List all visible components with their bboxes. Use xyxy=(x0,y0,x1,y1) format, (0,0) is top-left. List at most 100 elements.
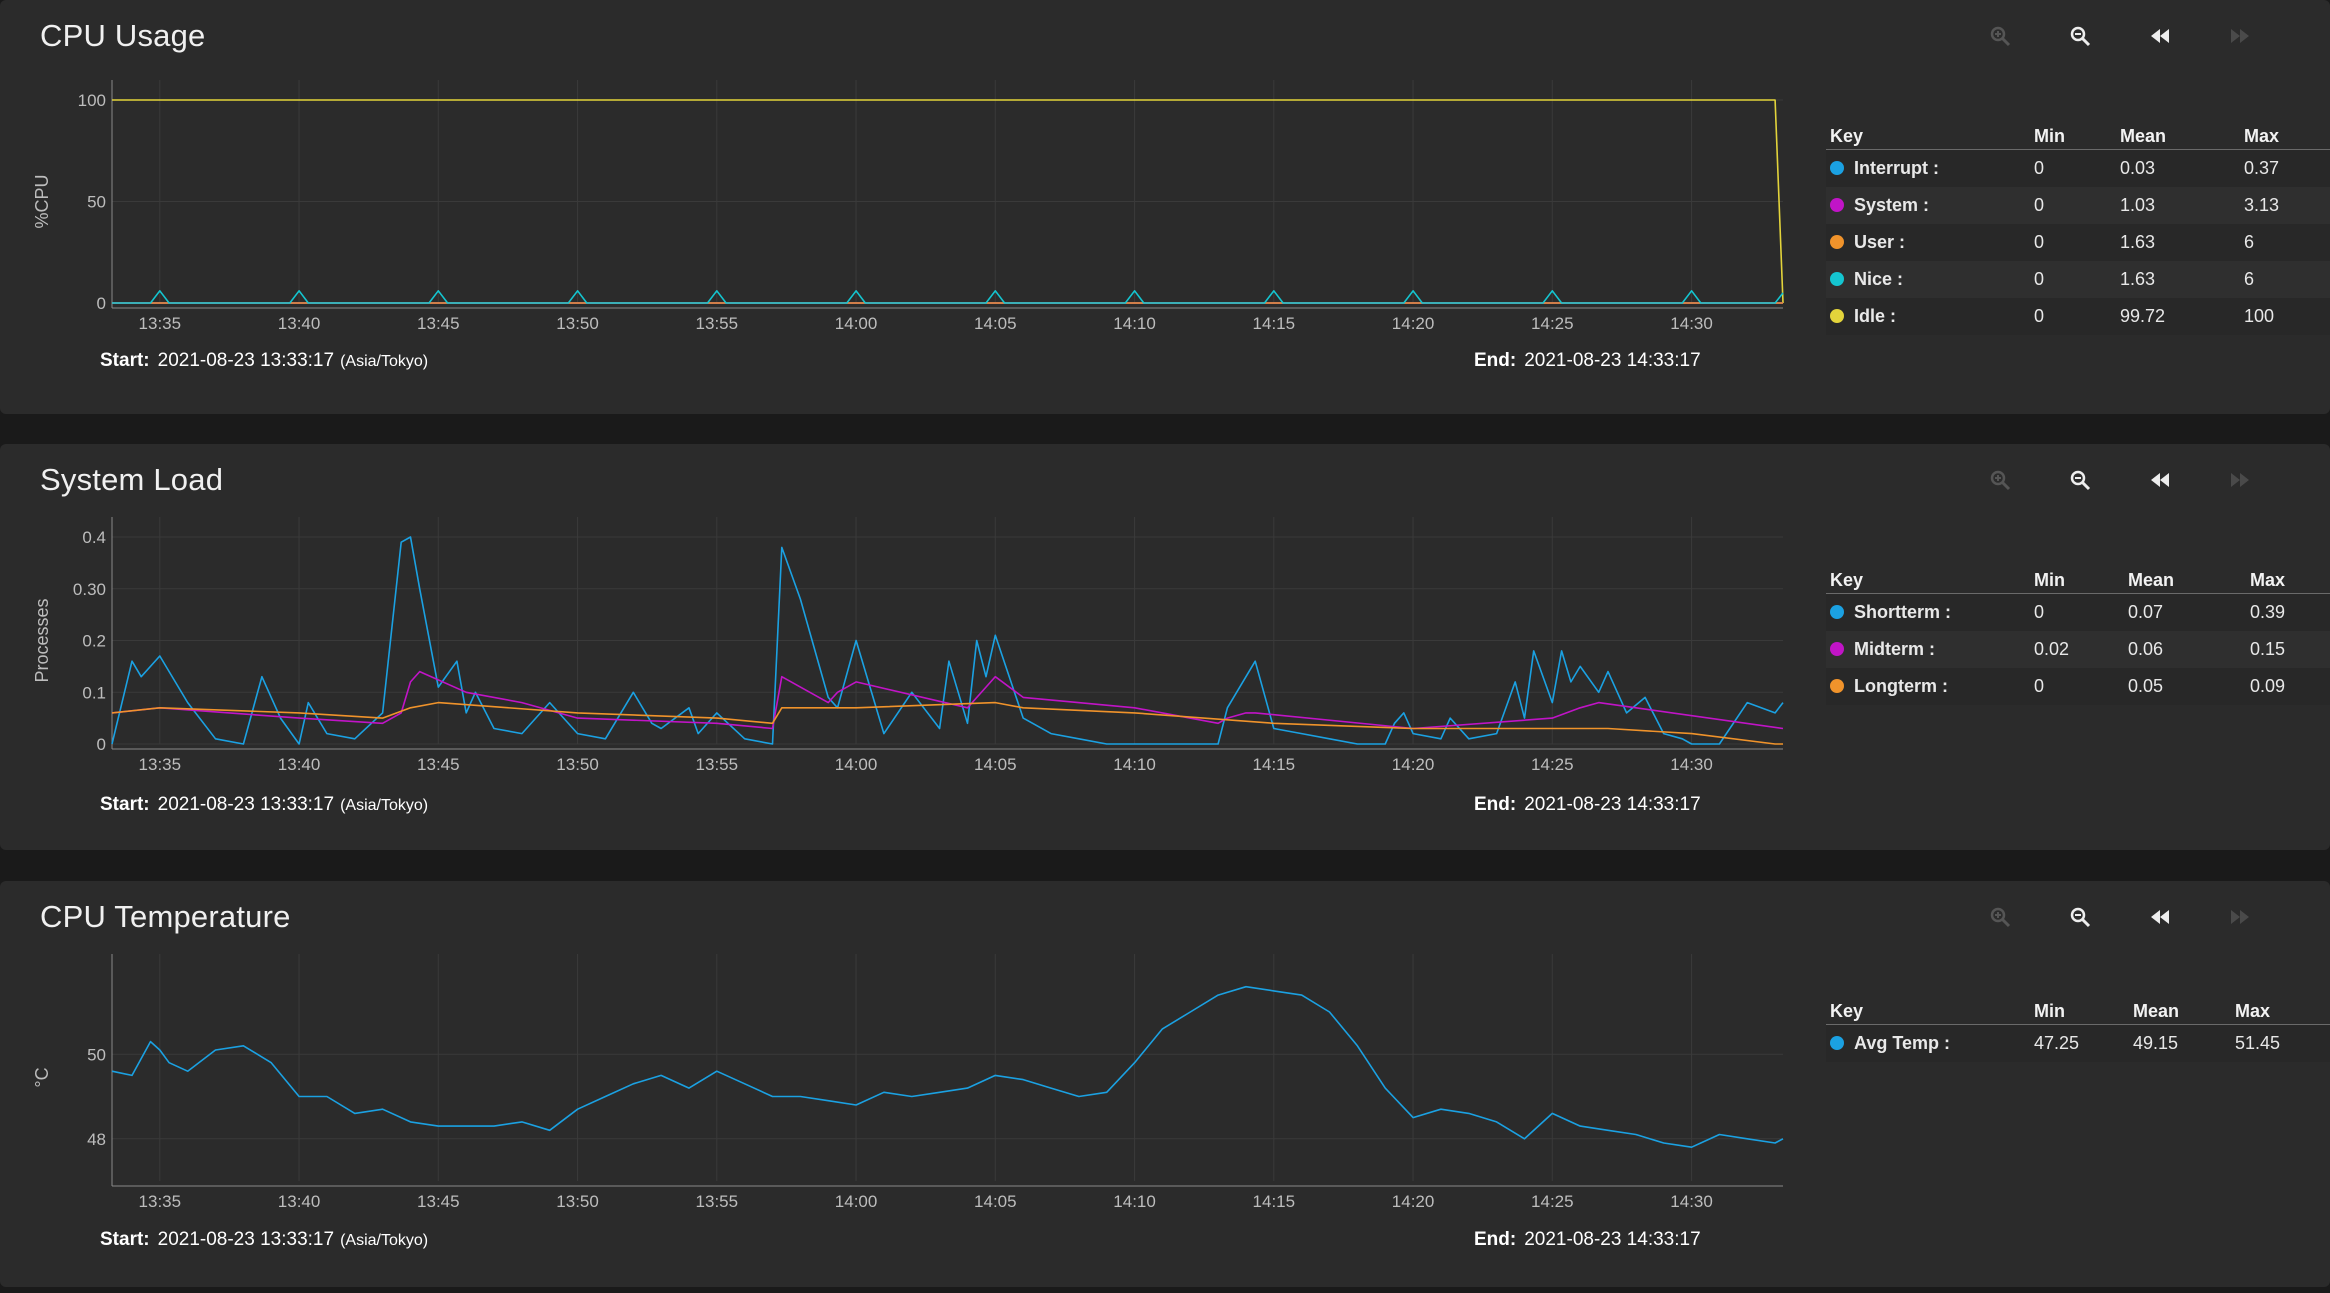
y-tick-label: 0.1 xyxy=(82,683,106,702)
y-axis-label: °C xyxy=(32,1067,52,1087)
series-line-idle xyxy=(112,99,1784,304)
legend-key: Longterm : xyxy=(1854,676,1948,696)
x-tick-label: 13:50 xyxy=(556,755,599,774)
legend-min: 0 xyxy=(2030,187,2116,224)
x-tick-label: 13:40 xyxy=(278,1192,321,1211)
x-tick-label: 14:20 xyxy=(1392,755,1435,774)
start-range: Start: 2021-08-23 13:33:17 (Asia/Tokyo) xyxy=(100,794,428,816)
legend-mean: 0.03 xyxy=(2116,149,2240,187)
legend-min: 0 xyxy=(2030,149,2116,187)
series-line-midterm xyxy=(111,670,1784,730)
chart-title: CPU Temperature xyxy=(40,899,291,934)
x-tick-label: 14:05 xyxy=(974,314,1017,333)
legend-row: User : 0 1.63 6 xyxy=(1826,224,2330,261)
cpu-usage-plot: 0 50 100 13:35 13:40 13:45 13:50 13:55 14:00 14:0… xyxy=(32,80,1784,333)
zoom-in-button[interactable] xyxy=(1980,462,2020,498)
legend-max: 0.39 xyxy=(2246,593,2330,631)
x-tick-label: 14:10 xyxy=(1113,1192,1156,1211)
legend-max: 0.09 xyxy=(2246,668,2330,705)
legend-row: Avg Temp : 47.25 49.15 51.45 xyxy=(1826,1024,2330,1062)
x-tick-label: 13:45 xyxy=(417,314,460,333)
cpu-usage-card: CPU Usage 0 50 100 13:35 13:40 13:45 13:50 13:5… xyxy=(0,0,2330,414)
x-tick-label: 13:35 xyxy=(139,755,182,774)
zoom-out-icon xyxy=(2070,907,2091,928)
legend-header-max: Max xyxy=(2231,995,2330,1025)
end-label: End: xyxy=(1474,350,1517,371)
y-tick-label: 0.4 xyxy=(82,528,106,547)
legend-table: Key Min Mean Max Shortterm : 0 0.07 0.39 Mi… xyxy=(1826,564,2330,705)
legend-max: 6 xyxy=(2240,224,2330,261)
legend-mean: 99.72 xyxy=(2116,298,2240,335)
zoom-out-button[interactable] xyxy=(2060,18,2100,54)
step-back-icon xyxy=(2151,910,2169,924)
step-forward-button[interactable] xyxy=(2220,899,2260,935)
y-tick-label: 0 xyxy=(97,735,106,754)
legend-header-min: Min xyxy=(2030,564,2124,594)
step-back-button[interactable] xyxy=(2140,462,2180,498)
x-tick-label: 14:30 xyxy=(1670,1192,1713,1211)
chart-title: CPU Usage xyxy=(40,18,206,53)
zoom-in-button[interactable] xyxy=(1980,899,2020,935)
x-tick-label: 13:35 xyxy=(139,1192,182,1211)
series-color-dot xyxy=(1830,1036,1844,1050)
legend-mean: 0.06 xyxy=(2124,631,2246,668)
step-forward-button[interactable] xyxy=(2220,18,2260,54)
end-label: End: xyxy=(1474,794,1517,815)
zoom-in-button[interactable] xyxy=(1980,18,2020,54)
zoom-out-button[interactable] xyxy=(2060,462,2100,498)
legend-key: System : xyxy=(1854,195,1930,215)
series-color-dot xyxy=(1830,605,1844,619)
x-tick-label: 14:20 xyxy=(1392,1192,1435,1211)
step-back-button[interactable] xyxy=(2140,899,2180,935)
legend-row: Longterm : 0 0.05 0.09 xyxy=(1826,668,2330,705)
zoom-in-icon xyxy=(1990,470,2011,491)
step-forward-icon xyxy=(2231,910,2249,924)
x-tick-label: 14:25 xyxy=(1531,314,1574,333)
x-tick-label: 14:00 xyxy=(835,755,878,774)
legend-mean: 1.63 xyxy=(2116,261,2240,298)
legend-key: Interrupt : xyxy=(1854,158,1939,178)
legend-header-max: Max xyxy=(2240,120,2330,150)
end-range: End: 2021-08-23 14:33:17 xyxy=(1474,794,1701,816)
series-color-dot xyxy=(1830,161,1844,175)
y-axis-label: %CPU xyxy=(32,174,52,228)
series-color-dot xyxy=(1830,198,1844,212)
legend-row: Idle : 0 99.72 100 xyxy=(1826,298,2330,335)
x-tick-label: 14:20 xyxy=(1392,314,1435,333)
legend-min: 0 xyxy=(2030,224,2116,261)
legend-header-mean: Mean xyxy=(2124,564,2246,594)
legend-max: 0.37 xyxy=(2240,149,2330,187)
step-back-icon xyxy=(2151,29,2169,43)
end-range: End: 2021-08-23 14:33:17 xyxy=(1474,350,1701,372)
y-tick-label: 0 xyxy=(97,294,106,313)
legend-key: Nice : xyxy=(1854,269,1904,289)
x-tick-label: 14:00 xyxy=(835,314,878,333)
legend-max: 6 xyxy=(2240,261,2330,298)
legend-table: Key Min Mean Max Interrupt :0 0.03 0.37 Sy… xyxy=(1826,120,2330,335)
start-label: Start: xyxy=(100,794,150,815)
zoom-out-icon xyxy=(2070,470,2091,491)
start-label: Start: xyxy=(100,350,150,371)
x-tick-label: 14:30 xyxy=(1670,755,1713,774)
y-tick-label: 0.2 xyxy=(82,632,106,651)
x-tick-label: 14:00 xyxy=(835,1192,878,1211)
x-tick-label: 13:45 xyxy=(417,1192,460,1211)
x-tick-label: 14:25 xyxy=(1531,1192,1574,1211)
x-tick-label: 14:10 xyxy=(1113,755,1156,774)
start-range: Start: 2021-08-23 13:33:17 (Asia/Tokyo) xyxy=(100,1229,428,1251)
series-line-nice xyxy=(112,289,1784,304)
series-color-dot xyxy=(1830,309,1844,323)
x-tick-label: 14:15 xyxy=(1253,1192,1296,1211)
step-back-button[interactable] xyxy=(2140,18,2180,54)
zoom-out-button[interactable] xyxy=(2060,899,2100,935)
y-axis-label: Processes xyxy=(32,598,52,682)
legend-key: Shortterm : xyxy=(1854,602,1952,622)
chart-toolbar xyxy=(1980,899,2280,935)
legend-min: 0 xyxy=(2030,298,2116,335)
end-label: End: xyxy=(1474,1229,1517,1250)
start-time: 2021-08-23 13:33:17 xyxy=(157,794,335,815)
legend-header-mean: Mean xyxy=(2116,120,2240,150)
step-forward-button[interactable] xyxy=(2220,462,2260,498)
x-tick-label: 13:55 xyxy=(696,755,739,774)
system-load-plot: 0 0.1 0.2 0.30 0.4 13:35 13:40 13:45 13:50 13:55 1… xyxy=(32,517,1784,774)
